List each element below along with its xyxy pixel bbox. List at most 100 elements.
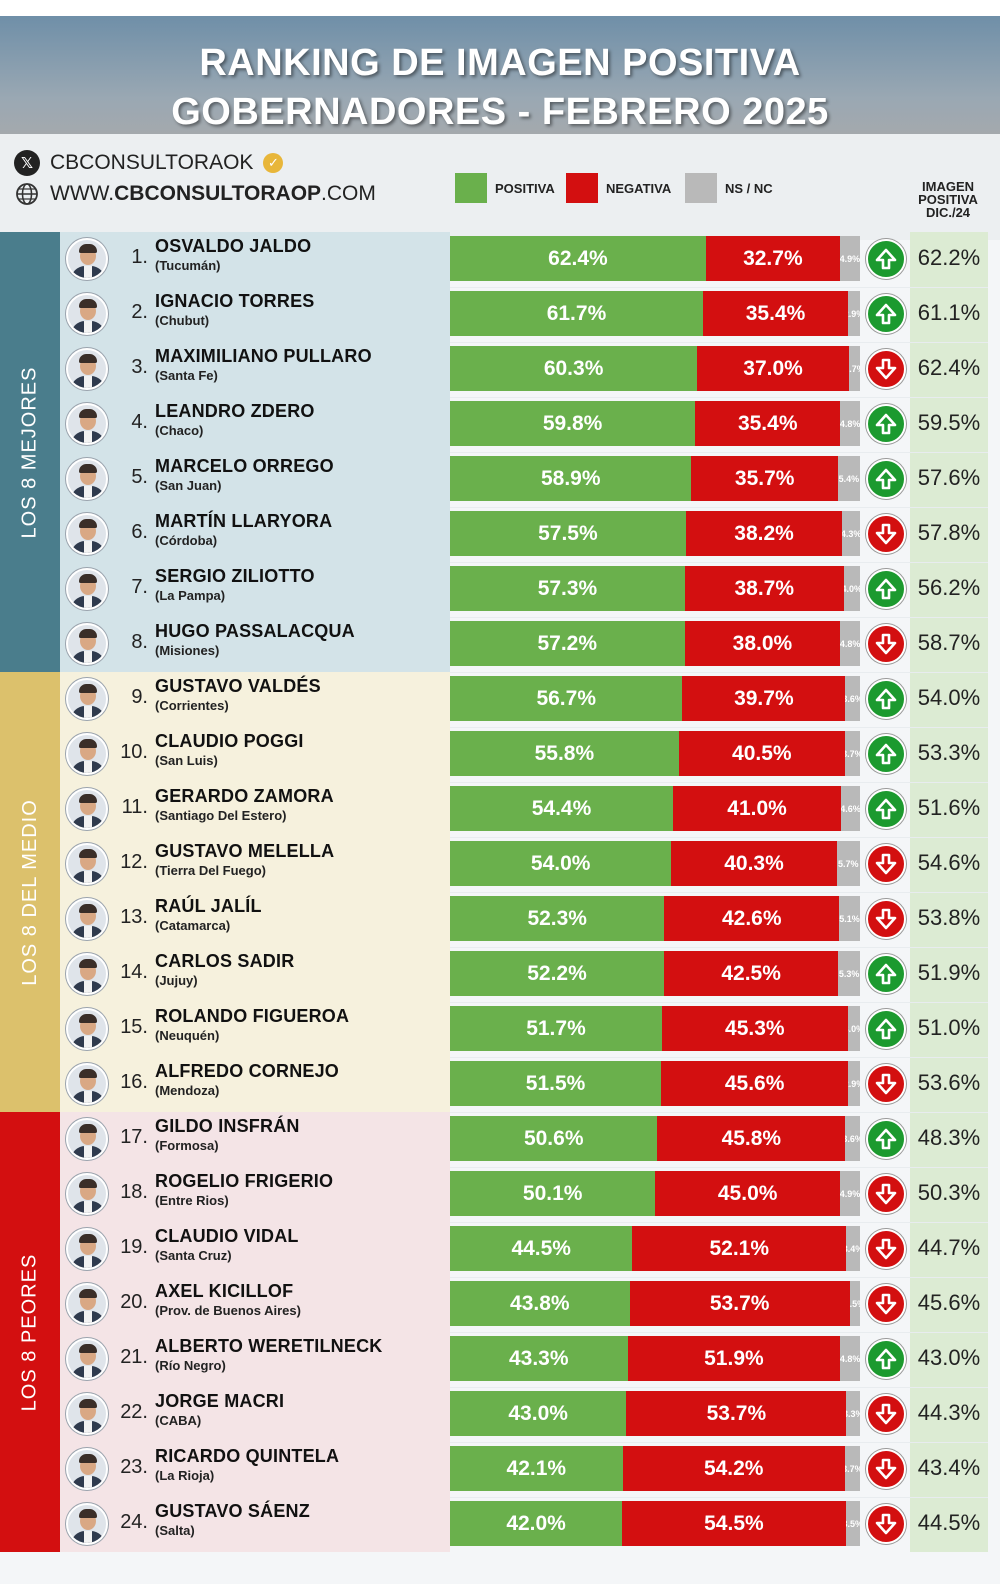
- x-logo-icon: 𝕏: [14, 150, 40, 176]
- group-row-background: [60, 672, 450, 1112]
- governor-avatar-icon: [66, 458, 108, 500]
- website-url: WWW.CBCONSULTORAOP.COM: [50, 182, 376, 206]
- province-name: (Santa Fe): [155, 368, 218, 383]
- bar-positive: 44.5%: [450, 1226, 633, 1271]
- table-row: 17.GILDO INSFRÁN(Formosa)50.6%45.8%3.6%4…: [0, 1112, 1000, 1167]
- table-row: 19. CLAUDIO VIDAL (Santa Cruz) 44.5%52.1%3.…: [0, 1222, 1000, 1277]
- table-row: 21. ALBERTO WERETILNECK (Río Negro) 43.3% 51…: [0, 1332, 1000, 1387]
- previous-positive-value: 48.3%: [917, 1125, 981, 1150]
- group-band: [0, 672, 60, 1112]
- arrow-up-icon: [866, 569, 906, 609]
- bar-positive: 50.6%: [450, 1116, 658, 1161]
- table-row: 3. MAXIMILIANO PULLARO (Santa Fe) 60.3% 37.0…: [0, 342, 1000, 397]
- province-name: (Neuquén): [155, 1028, 220, 1043]
- stacked-bar: 57.5%38.2%4.3%: [450, 511, 860, 556]
- governor-avatar-icon: [66, 1008, 108, 1050]
- previous-positive-value: 61.1%: [917, 300, 981, 325]
- globe-icon: [14, 181, 40, 207]
- rank-number: 7.: [131, 576, 148, 598]
- stacked-bar: 43.8%53.7%2.5%: [450, 1281, 860, 1326]
- province-name: (La Pampa): [155, 588, 226, 603]
- bar-negative: 38.0%: [684, 621, 841, 666]
- governor-avatar-icon: [66, 678, 108, 720]
- row-separator: [450, 672, 988, 673]
- legend-negative-swatch: [566, 173, 598, 203]
- previous-positive-value: 51.6%: [917, 795, 981, 820]
- previous-positive-value: 59.5%: [917, 410, 981, 435]
- bar-ns: 5.3%: [838, 951, 860, 996]
- table-row: 16. ALFREDO CORNEJO (Mendoza) 51.5%45.6%2.9…: [0, 1057, 1000, 1112]
- province-name: (Formosa): [155, 1138, 219, 1153]
- bar-negative: 45.3%: [661, 1006, 848, 1051]
- previous-positive-value: 44.7%: [917, 1235, 981, 1260]
- province-name: (Río Negro): [155, 1358, 226, 1373]
- table-row: 14. CARLOS SADIR (Jujuy) 52.2% 42.5% 5.3% 51.9…: [0, 947, 1000, 1002]
- bar-positive: 57.5%: [450, 511, 686, 556]
- table-row: 10. CLAUDIO POGGI (San Luis) 55.8%40.5%3.7%…: [0, 727, 1000, 782]
- stacked-bar: 56.7%39.7%3.6%: [450, 676, 860, 721]
- row-separator: [450, 452, 988, 453]
- legend-negative: NEGATIVA: [566, 173, 671, 203]
- governor-name: ALFREDO CORNEJO: [155, 1061, 340, 1081]
- table-row: 1. OSVALDO JALDO (Tucumán) 62.4% 32.7% 4.9% 62…: [0, 232, 1000, 287]
- rank-number: 20.: [120, 1291, 148, 1313]
- bar-ns: 2.9%: [848, 1061, 860, 1106]
- governor-name: ROGELIO FRIGERIO: [155, 1171, 334, 1191]
- stacked-bar: 51.5%45.6%2.9%: [450, 1061, 860, 1106]
- bar-ns: 3.0%: [847, 1006, 860, 1051]
- bar-positive: 62.4%: [450, 236, 706, 281]
- row-separator: [450, 947, 988, 948]
- stacked-bar: 52.2% 42.5% 5.3%: [450, 951, 860, 996]
- governor-avatar-icon: [66, 1448, 108, 1490]
- bar-ns: 4.8%: [840, 401, 860, 446]
- bar-negative: 38.2%: [685, 511, 843, 556]
- previous-positive-value: 43.4%: [917, 1455, 981, 1480]
- governor-name: CLAUDIO POGGI: [155, 731, 304, 751]
- previous-positive-value: 54.0%: [917, 685, 981, 710]
- province-name: (La Rioja): [155, 1468, 215, 1483]
- governor-name: GILDO INSFRÁN: [155, 1116, 300, 1136]
- province-name: (Chaco): [155, 423, 204, 438]
- governor-avatar-icon: [66, 568, 108, 610]
- bar-ns: 4.8%: [840, 621, 860, 666]
- arrow-down-icon: [866, 844, 906, 884]
- table-row: 20. AXEL KICILLOF (Prov. de Buenos Aires) 4…: [0, 1277, 1000, 1332]
- table-row: 7. SERGIO ZILIOTTO (La Pampa) 57.3% 38.7% 4.0…: [0, 562, 1000, 617]
- arrow-down-icon: [866, 1064, 906, 1104]
- governor-name: MARTÍN LLARYORA: [155, 511, 333, 531]
- arrow-up-icon: [866, 459, 906, 499]
- bar-positive: 50.1%: [450, 1171, 656, 1216]
- title-line-1: RANKING DE IMAGEN POSITIVA: [199, 42, 801, 84]
- governor-name: MAXIMILIANO PULLARO: [155, 346, 372, 366]
- bar-negative: 35.4%: [695, 401, 841, 446]
- bar-negative: 45.0%: [655, 1171, 840, 1216]
- legend-positive: POSITIVA: [455, 173, 555, 203]
- governor-name: OSVALDO JALDO: [155, 236, 312, 256]
- row-separator: [450, 287, 988, 288]
- arrow-up-icon: [866, 679, 906, 719]
- governor-avatar-icon: [66, 1173, 108, 1215]
- arrow-up-icon: [866, 1119, 906, 1159]
- stacked-bar: 59.8% 35.4% 4.8%: [450, 401, 860, 446]
- arrow-down-icon: [866, 349, 906, 389]
- table-row: 15. ROLANDO FIGUEROA (Neuquén) 51.7%45.3%3.…: [0, 1002, 1000, 1057]
- social-handle: CBCONSULTORAOK: [50, 151, 254, 174]
- bar-positive: 57.2%: [450, 621, 685, 666]
- rank-number: 24.: [120, 1511, 148, 1533]
- previous-positive-value: 62.4%: [917, 355, 981, 380]
- table-row: 11. GERARDO ZAMORA (Santiago Del Estero) 54…: [0, 782, 1000, 837]
- top-strip: [0, 0, 1000, 16]
- table-row: 8. HUGO PASSALACQUA (Misiones) 57.2% 38.0% 4.…: [0, 617, 1000, 672]
- governor-avatar-icon: [66, 1283, 108, 1325]
- row-separator: [450, 1277, 988, 1278]
- row-separator: [450, 397, 988, 398]
- bar-ns: 3.4%: [846, 1226, 860, 1271]
- stacked-bar: 57.3%38.7%4.0%: [450, 566, 860, 611]
- bar-positive: 58.9%: [450, 456, 692, 501]
- bar-negative: 45.8%: [657, 1116, 846, 1161]
- bar-negative: 51.9%: [627, 1336, 841, 1381]
- rank-number: 13.: [120, 906, 148, 928]
- bar-positive: 56.7%: [450, 676, 683, 721]
- province-name: (Catamarca): [155, 918, 231, 933]
- bar-ns: 3.7%: [844, 731, 860, 776]
